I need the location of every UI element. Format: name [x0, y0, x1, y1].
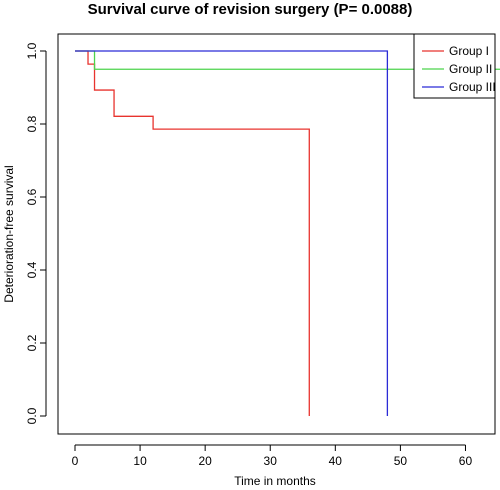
legend-label-group-1: Group I [449, 44, 489, 58]
x-tick-label: 30 [264, 454, 278, 468]
series-line-group-3 [75, 50, 389, 416]
series-layer [75, 50, 500, 416]
y-tick-label: 0.0 [25, 407, 39, 424]
plot-frame [57, 33, 496, 435]
y-axis-label: Deterioration-free survival [2, 165, 16, 302]
y-tick-label: 0.6 [25, 188, 39, 205]
y-tick-label: 0.2 [25, 334, 39, 351]
x-tick-label: 20 [198, 454, 212, 468]
y-tick-label: 0.4 [25, 261, 39, 278]
x-tick-label: 60 [459, 454, 473, 468]
legend-label-group-2: Group II [449, 62, 492, 76]
legend: Group I Group II Group III [413, 33, 496, 99]
x-tick-label: 40 [329, 454, 343, 468]
x-axis: 0 10 20 30 40 50 60 [72, 444, 473, 468]
x-axis-label: Time in months [234, 474, 316, 488]
y-tick-label: 1.0 [25, 42, 39, 59]
x-tick-label: 0 [72, 454, 79, 468]
y-axis: 0.0 0.2 0.4 0.6 0.8 1.0 [25, 42, 47, 424]
chart-title: Survival curve of revision surgery (P= 0… [88, 1, 413, 18]
series-line-group-1 [75, 50, 310, 416]
y-tick-label: 0.8 [25, 115, 39, 132]
legend-label-group-3: Group III [449, 80, 496, 94]
x-tick-label: 10 [133, 454, 147, 468]
x-tick-label: 50 [394, 454, 408, 468]
